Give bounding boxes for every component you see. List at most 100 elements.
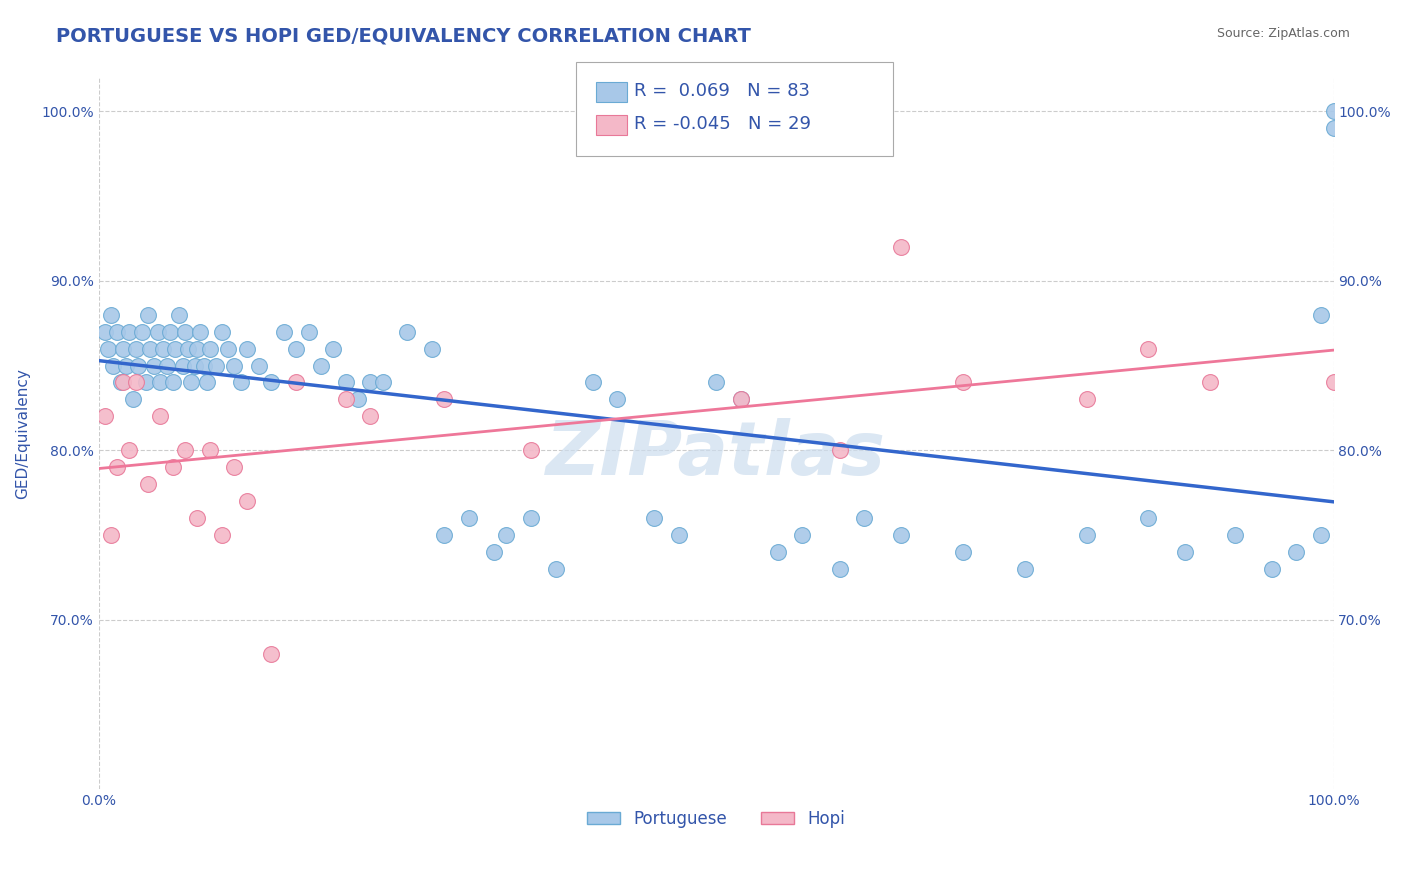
Point [118,443,141,458]
Point [952,376,974,390]
Point [124,376,146,390]
Point [890,528,912,542]
Point [143,359,166,373]
Point [1223,528,1246,542]
Point [952,545,974,559]
Point [520,443,543,458]
Point [322,342,344,356]
Point [247,359,270,373]
Point [766,545,789,559]
Point [482,545,505,559]
Point [853,511,876,525]
Point [668,528,690,542]
Point [127,359,149,373]
Point [100,528,122,542]
Point [131,325,153,339]
Point [136,308,159,322]
Point [1199,376,1222,390]
Point [1137,342,1160,356]
Point [347,392,370,407]
Point [94,325,117,339]
Legend: Portuguese, Hopi: Portuguese, Hopi [581,803,852,834]
Point [174,325,197,339]
Point [186,511,208,525]
Point [186,342,208,356]
Text: Source: ZipAtlas.com: Source: ZipAtlas.com [1216,27,1350,40]
Point [229,376,252,390]
Point [224,359,246,373]
Point [136,477,159,491]
Point [792,528,814,542]
Point [371,376,394,390]
Point [146,325,169,339]
Point [1076,392,1098,407]
Point [890,240,912,254]
Point [152,342,174,356]
Point [217,342,239,356]
Point [122,392,145,407]
Point [100,308,122,322]
Point [285,342,308,356]
Point [180,376,202,390]
Point [114,359,136,373]
Point [110,376,132,390]
Point [1137,511,1160,525]
Point [105,325,128,339]
Point [396,325,419,339]
Point [211,528,233,542]
Point [828,443,851,458]
Point [1014,562,1036,576]
Point [433,392,456,407]
Point [211,325,233,339]
Point [1261,562,1284,576]
Point [544,562,567,576]
Point [606,392,628,407]
Point [236,342,259,356]
Point [730,392,752,407]
Point [704,376,727,390]
Point [458,511,481,525]
Point [495,528,517,542]
Point [205,359,228,373]
Point [103,359,125,373]
Point [260,647,283,661]
Point [335,392,357,407]
Point [105,460,128,475]
Point [520,511,543,525]
Point [139,342,162,356]
Point [1322,121,1344,136]
Point [188,325,211,339]
Point [1285,545,1308,559]
Point [1322,376,1344,390]
Y-axis label: GED/Equivalency: GED/Equivalency [15,368,30,499]
Point [1076,528,1098,542]
Point [112,342,135,356]
Point [135,376,157,390]
Point [433,528,456,542]
Point [359,376,381,390]
Point [193,359,215,373]
Text: PORTUGUESE VS HOPI GED/EQUIVALENCY CORRELATION CHART: PORTUGUESE VS HOPI GED/EQUIVALENCY CORRE… [56,27,751,45]
Point [1174,545,1197,559]
Point [420,342,443,356]
Point [195,376,218,390]
Point [112,376,135,390]
Text: R = -0.045   N = 29: R = -0.045 N = 29 [634,115,811,133]
Point [172,359,194,373]
Point [1322,104,1344,119]
Point [97,342,120,356]
Point [224,460,246,475]
Point [273,325,295,339]
Point [260,376,283,390]
Point [155,359,177,373]
Point [581,376,603,390]
Point [149,409,172,424]
Text: ZIPatlas: ZIPatlas [546,418,886,491]
Point [1310,528,1333,542]
Point [167,308,190,322]
Point [643,511,665,525]
Point [297,325,319,339]
Point [174,443,197,458]
Point [159,325,181,339]
Point [198,342,221,356]
